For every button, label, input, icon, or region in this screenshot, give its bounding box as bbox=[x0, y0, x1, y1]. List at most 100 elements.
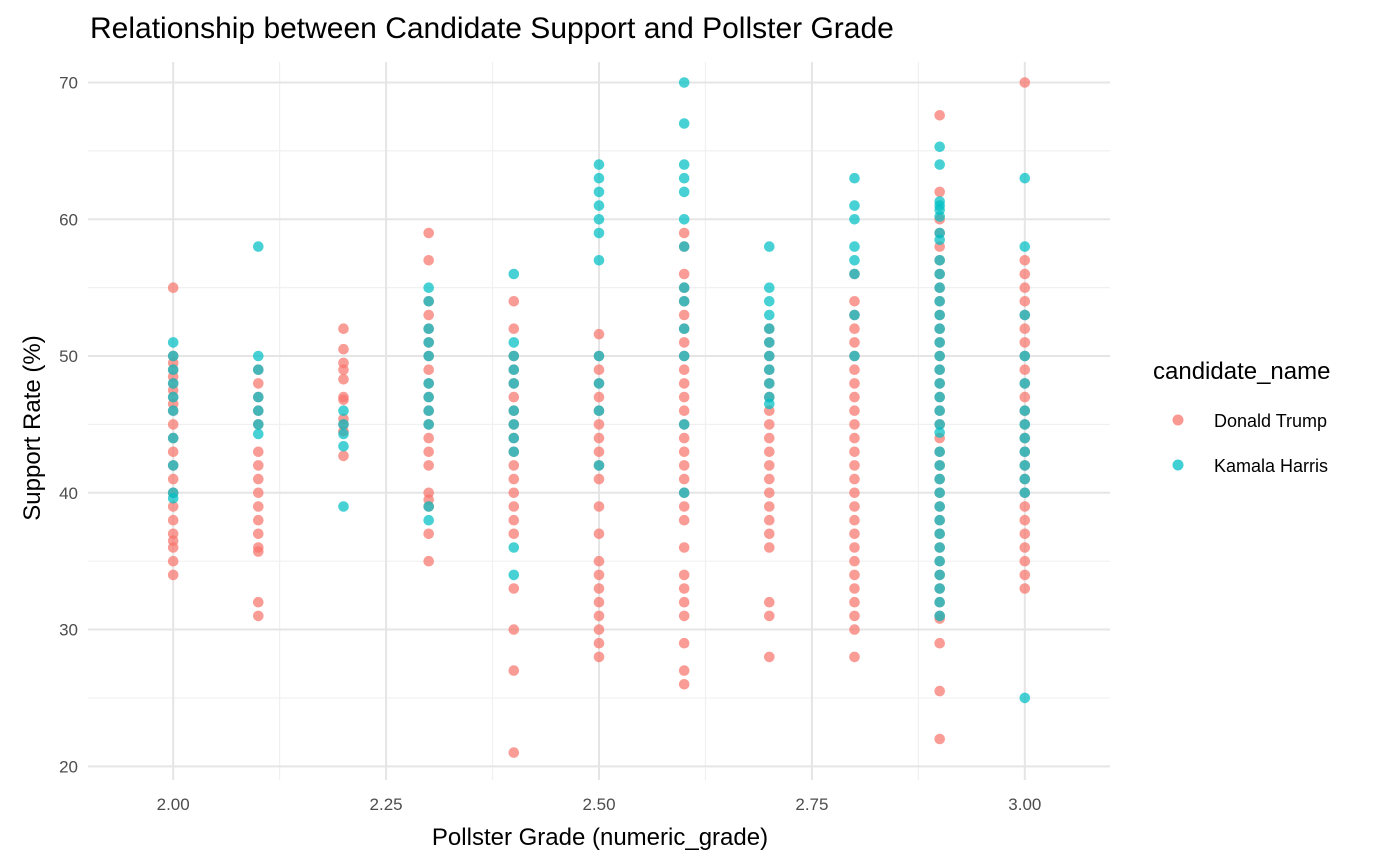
data-point-kamala-harris bbox=[764, 398, 775, 410]
data-point-kamala-harris bbox=[423, 391, 435, 403]
data-point-donald-trump bbox=[849, 460, 860, 471]
data-point-kamala-harris bbox=[934, 501, 945, 512]
data-point-kamala-harris bbox=[934, 528, 945, 540]
data-point-donald-trump bbox=[849, 473, 860, 485]
data-point-donald-trump bbox=[678, 596, 690, 608]
data-point-kamala-harris bbox=[338, 428, 349, 440]
data-point-kamala-harris bbox=[423, 501, 435, 512]
data-point-kamala-harris bbox=[1019, 487, 1031, 499]
data-point-donald-trump bbox=[252, 460, 264, 471]
data-point-kamala-harris bbox=[167, 364, 179, 376]
data-point-kamala-harris bbox=[167, 391, 179, 403]
data-point-kamala-harris bbox=[423, 296, 435, 307]
data-point-donald-trump bbox=[1019, 337, 1031, 348]
legend-label-kamala-harris: Kamala Harris bbox=[1214, 456, 1328, 476]
data-point-donald-trump bbox=[338, 450, 349, 462]
data-point-donald-trump bbox=[1019, 528, 1031, 540]
data-point-donald-trump bbox=[849, 323, 860, 335]
data-point-donald-trump bbox=[508, 487, 520, 499]
data-point-kamala-harris bbox=[423, 405, 435, 417]
data-point-donald-trump bbox=[764, 542, 775, 553]
data-point-donald-trump bbox=[678, 583, 690, 594]
data-point-donald-trump bbox=[508, 391, 520, 403]
data-point-kamala-harris bbox=[934, 350, 945, 362]
data-point-kamala-harris bbox=[1019, 350, 1031, 362]
data-point-donald-trump bbox=[593, 610, 605, 622]
data-point-kamala-harris bbox=[934, 610, 945, 622]
data-point-kamala-harris bbox=[423, 350, 435, 362]
data-point-donald-trump bbox=[849, 364, 860, 376]
data-point-donald-trump bbox=[934, 637, 945, 649]
data-point-donald-trump bbox=[508, 323, 520, 335]
data-point-kamala-harris bbox=[934, 141, 945, 153]
data-point-kamala-harris bbox=[934, 460, 945, 471]
data-point-kamala-harris bbox=[1019, 405, 1031, 417]
data-point-donald-trump bbox=[1019, 77, 1031, 88]
data-point-kamala-harris bbox=[849, 200, 860, 211]
data-point-kamala-harris bbox=[934, 159, 945, 170]
data-point-donald-trump bbox=[593, 446, 605, 458]
data-point-donald-trump bbox=[252, 610, 264, 622]
data-point-kamala-harris bbox=[764, 323, 775, 335]
data-point-kamala-harris bbox=[1019, 419, 1031, 430]
data-point-donald-trump bbox=[678, 391, 690, 403]
data-point-kamala-harris bbox=[678, 118, 690, 129]
legend-title: candidate_name bbox=[1153, 358, 1330, 385]
data-point-donald-trump bbox=[593, 419, 605, 430]
data-point-kamala-harris bbox=[678, 323, 690, 335]
data-point-donald-trump bbox=[508, 747, 520, 758]
data-point-kamala-harris bbox=[423, 323, 435, 335]
data-point-donald-trump bbox=[167, 514, 179, 526]
data-point-donald-trump bbox=[849, 651, 860, 663]
data-point-donald-trump bbox=[764, 446, 775, 458]
data-point-kamala-harris bbox=[593, 350, 605, 362]
data-point-kamala-harris bbox=[593, 254, 605, 266]
legend-label-donald-trump: Donald Trump bbox=[1214, 411, 1327, 431]
data-point-donald-trump bbox=[678, 337, 690, 348]
data-point-donald-trump bbox=[849, 405, 860, 417]
data-point-kamala-harris bbox=[849, 172, 860, 184]
data-point-kamala-harris bbox=[934, 391, 945, 403]
data-point-kamala-harris bbox=[1019, 432, 1031, 444]
data-point-kamala-harris bbox=[167, 378, 179, 389]
data-point-donald-trump bbox=[678, 460, 690, 471]
data-point-donald-trump bbox=[1019, 514, 1031, 526]
data-point-kamala-harris bbox=[167, 432, 179, 444]
data-point-kamala-harris bbox=[252, 405, 264, 417]
data-point-kamala-harris bbox=[252, 241, 264, 252]
data-point-donald-trump bbox=[167, 501, 179, 512]
legend-swatch-kamala-harris bbox=[1172, 459, 1184, 471]
x-tick-label: 2.00 bbox=[157, 795, 190, 814]
data-point-donald-trump bbox=[423, 227, 435, 239]
data-point-kamala-harris bbox=[934, 427, 945, 438]
data-point-kamala-harris bbox=[934, 337, 945, 348]
data-point-donald-trump bbox=[934, 110, 945, 121]
data-point-donald-trump bbox=[678, 378, 690, 389]
data-point-donald-trump bbox=[764, 610, 775, 622]
data-point-kamala-harris bbox=[934, 487, 945, 499]
data-point-kamala-harris bbox=[593, 172, 605, 184]
data-point-donald-trump bbox=[849, 419, 860, 430]
data-point-kamala-harris bbox=[593, 186, 605, 198]
data-point-kamala-harris bbox=[167, 405, 179, 417]
data-point-donald-trump bbox=[593, 391, 605, 403]
data-point-kamala-harris bbox=[252, 428, 264, 440]
data-point-kamala-harris bbox=[593, 227, 605, 239]
data-point-kamala-harris bbox=[1019, 460, 1031, 471]
data-point-donald-trump bbox=[678, 405, 690, 417]
data-point-kamala-harris bbox=[1019, 378, 1031, 389]
data-point-donald-trump bbox=[764, 501, 775, 512]
data-point-donald-trump bbox=[423, 460, 435, 471]
data-point-kamala-harris bbox=[338, 419, 349, 430]
data-point-donald-trump bbox=[1019, 569, 1031, 581]
data-point-donald-trump bbox=[849, 432, 860, 444]
data-point-kamala-harris bbox=[678, 172, 690, 184]
data-point-donald-trump bbox=[678, 665, 690, 676]
data-point-kamala-harris bbox=[508, 350, 520, 362]
data-point-kamala-harris bbox=[934, 473, 945, 485]
data-point-kamala-harris bbox=[678, 296, 690, 307]
data-point-kamala-harris bbox=[508, 542, 520, 553]
y-tick-label: 30 bbox=[59, 621, 78, 640]
data-point-donald-trump bbox=[338, 343, 349, 355]
